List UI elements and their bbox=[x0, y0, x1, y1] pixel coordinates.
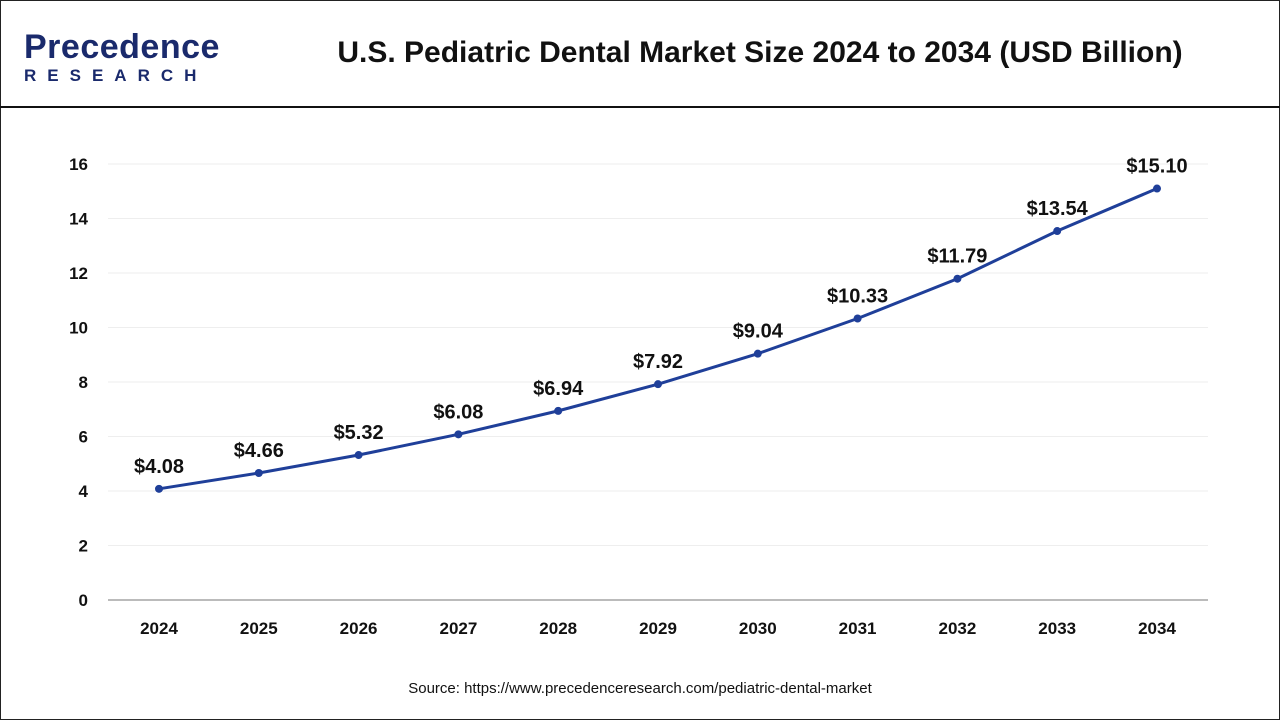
data-label: $10.33 bbox=[827, 286, 888, 308]
data-point bbox=[554, 406, 563, 415]
data-label: $4.08 bbox=[134, 456, 184, 478]
source-note: Source: https://www.precedenceresearch.c… bbox=[408, 680, 872, 697]
series-line bbox=[158, 187, 1158, 491]
x-tick-label: 2026 bbox=[340, 619, 378, 638]
x-tick-label: 2025 bbox=[240, 619, 278, 638]
y-tick-label: 14 bbox=[69, 210, 88, 229]
logo-text: Precedence bbox=[24, 28, 220, 66]
data-point bbox=[155, 484, 163, 493]
data-point bbox=[1053, 227, 1062, 236]
data-label: $15.10 bbox=[1126, 156, 1187, 178]
logo-subtext: RESEARCH bbox=[24, 66, 208, 85]
x-tick-label: 2032 bbox=[938, 619, 976, 638]
y-tick-label: 6 bbox=[79, 428, 88, 447]
chart-title: U.S. Pediatric Dental Market Size 2024 t… bbox=[337, 36, 1183, 69]
data-label: $11.79 bbox=[927, 246, 987, 268]
y-tick-label: 10 bbox=[69, 319, 88, 338]
header: Precedence RESEARCH U.S. Pediatric Denta… bbox=[0, 0, 1280, 108]
y-tick-label: 4 bbox=[79, 482, 89, 501]
data-point bbox=[853, 314, 862, 323]
x-tick-label: 2027 bbox=[439, 619, 477, 638]
x-tick-label: 2031 bbox=[839, 619, 877, 638]
data-point bbox=[254, 469, 263, 478]
data-label: $7.92 bbox=[633, 351, 683, 373]
data-label: $6.08 bbox=[433, 401, 483, 423]
y-tick-label: 2 bbox=[79, 537, 88, 556]
precedence-research-logo: Precedence RESEARCH bbox=[24, 30, 220, 86]
data-point bbox=[953, 274, 962, 283]
x-tick-label: 2034 bbox=[1138, 619, 1176, 638]
data-point bbox=[354, 451, 363, 460]
data-point bbox=[454, 430, 463, 439]
x-tick-label: 2028 bbox=[539, 619, 577, 638]
y-tick-label: 8 bbox=[79, 373, 88, 392]
data-point bbox=[753, 349, 762, 358]
data-label: $6.94 bbox=[533, 378, 584, 400]
data-label: $13.54 bbox=[1027, 198, 1089, 220]
x-tick-label: 2030 bbox=[739, 619, 777, 638]
data-point bbox=[1153, 184, 1161, 193]
y-tick-label: 0 bbox=[79, 591, 88, 610]
x-tick-label: 2029 bbox=[639, 619, 677, 638]
data-label: $9.04 bbox=[733, 321, 784, 343]
x-tick-label: 2033 bbox=[1038, 619, 1076, 638]
y-tick-label: 16 bbox=[69, 155, 88, 174]
y-tick-label: 12 bbox=[69, 264, 88, 283]
data-label: $5.32 bbox=[334, 422, 384, 444]
data-point bbox=[654, 380, 662, 389]
data-label: $4.66 bbox=[234, 440, 284, 462]
x-tick-label: 2024 bbox=[140, 619, 178, 638]
